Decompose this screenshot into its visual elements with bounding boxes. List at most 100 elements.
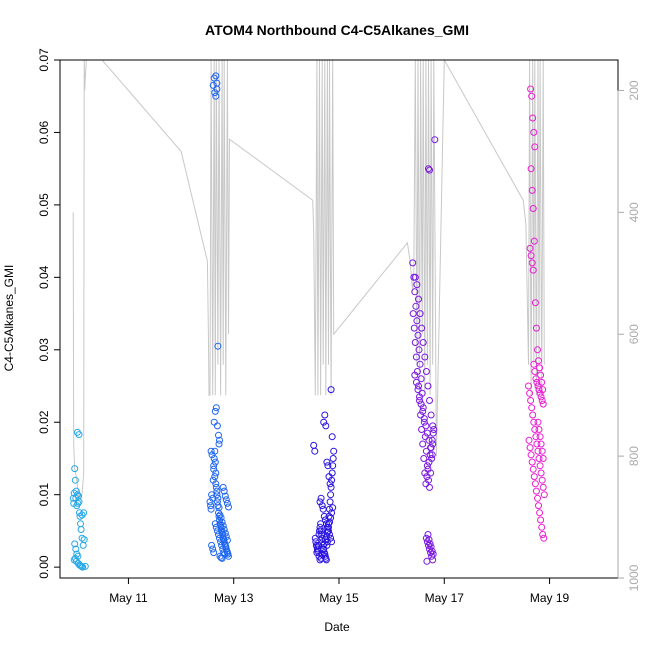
data-point bbox=[223, 536, 231, 544]
data-point bbox=[81, 562, 89, 570]
data-point bbox=[531, 143, 539, 151]
right-tick-label: 1000 bbox=[627, 564, 641, 591]
data-point bbox=[213, 422, 221, 430]
data-point bbox=[78, 562, 86, 570]
data-point bbox=[327, 386, 335, 394]
data-point bbox=[425, 458, 433, 466]
data-point bbox=[223, 499, 231, 507]
data-point bbox=[212, 523, 220, 531]
series-3 bbox=[310, 386, 338, 564]
data-point bbox=[527, 451, 535, 459]
data-point bbox=[210, 465, 218, 473]
pressure-line bbox=[72, 60, 545, 499]
data-point bbox=[527, 252, 535, 260]
data-point bbox=[539, 483, 547, 491]
y-axis: 0.00 0.01 0.02 0.03 0.04 0.05 0.06 0.07 bbox=[37, 48, 60, 579]
data-point bbox=[317, 554, 325, 562]
data-point bbox=[539, 455, 547, 462]
data-point bbox=[538, 378, 546, 386]
data-point bbox=[532, 375, 540, 383]
right-axis: 200 400 600 800 1000 bbox=[617, 80, 641, 591]
data-point bbox=[428, 451, 436, 459]
data-point bbox=[73, 491, 81, 499]
data-point bbox=[210, 418, 218, 426]
data-point bbox=[321, 516, 329, 524]
data-point bbox=[534, 494, 541, 502]
data-point bbox=[210, 462, 218, 470]
data-point bbox=[316, 523, 324, 531]
data-point bbox=[328, 433, 336, 441]
y-tick-label: 0.00 bbox=[37, 555, 51, 579]
data-point bbox=[526, 389, 534, 397]
data-point bbox=[219, 522, 227, 530]
data-point bbox=[417, 400, 425, 408]
y-tick-label: 0.06 bbox=[37, 120, 51, 144]
data-point bbox=[424, 382, 432, 390]
data-point bbox=[537, 393, 545, 401]
data-point bbox=[426, 166, 433, 174]
y-axis-label: C4-C5Alkanes_GMI bbox=[2, 265, 16, 372]
data-point bbox=[540, 491, 548, 499]
data-point bbox=[412, 302, 420, 310]
data-point bbox=[321, 411, 329, 419]
data-point bbox=[536, 509, 544, 517]
data-point bbox=[323, 523, 331, 531]
data-point bbox=[409, 259, 417, 267]
pressure-trace-layer bbox=[72, 60, 545, 499]
data-point bbox=[314, 545, 322, 553]
data-point bbox=[426, 483, 433, 491]
data-point bbox=[426, 451, 434, 459]
data-point bbox=[319, 505, 327, 513]
data-point bbox=[215, 512, 223, 520]
right-tick-label: 800 bbox=[627, 446, 641, 466]
data-point bbox=[527, 397, 535, 404]
data-point bbox=[536, 462, 544, 470]
data-point bbox=[427, 444, 435, 452]
data-point bbox=[210, 549, 218, 557]
data-point bbox=[213, 491, 221, 499]
data-point bbox=[80, 509, 88, 517]
data-point bbox=[209, 545, 217, 553]
data-point bbox=[421, 433, 429, 441]
data-point bbox=[210, 455, 218, 462]
data-point bbox=[419, 339, 427, 346]
data-point bbox=[529, 411, 537, 419]
data-point bbox=[221, 492, 229, 500]
x-axis-label: Date bbox=[324, 620, 350, 634]
data-point bbox=[416, 393, 423, 401]
data-point bbox=[413, 317, 421, 325]
data-point bbox=[316, 498, 324, 506]
data-point bbox=[208, 491, 216, 499]
data-point bbox=[219, 483, 227, 491]
data-point bbox=[330, 447, 338, 455]
data-point bbox=[429, 440, 437, 448]
data-point bbox=[329, 455, 337, 462]
right-tick-label: 200 bbox=[627, 80, 641, 100]
data-point bbox=[535, 357, 542, 365]
data-point bbox=[536, 433, 544, 441]
data-point bbox=[427, 411, 435, 419]
data-point bbox=[216, 436, 223, 444]
data-point bbox=[318, 550, 326, 558]
data-point bbox=[535, 426, 543, 433]
data-point bbox=[416, 397, 423, 404]
data-point bbox=[411, 273, 419, 281]
data-point bbox=[212, 480, 220, 488]
data-point bbox=[525, 436, 533, 444]
data-point bbox=[71, 476, 79, 484]
data-point bbox=[328, 469, 336, 477]
data-point bbox=[79, 541, 87, 549]
data-point bbox=[530, 418, 538, 426]
data-point bbox=[531, 368, 539, 375]
data-point bbox=[211, 458, 219, 466]
data-point bbox=[77, 520, 84, 528]
data-point bbox=[534, 346, 541, 354]
data-point bbox=[320, 512, 328, 520]
data-point bbox=[415, 295, 422, 303]
data-point bbox=[532, 433, 540, 441]
data-point bbox=[531, 426, 539, 433]
data-point bbox=[73, 428, 81, 436]
data-point bbox=[419, 407, 427, 415]
data-point bbox=[428, 547, 436, 555]
data-point bbox=[218, 518, 226, 526]
